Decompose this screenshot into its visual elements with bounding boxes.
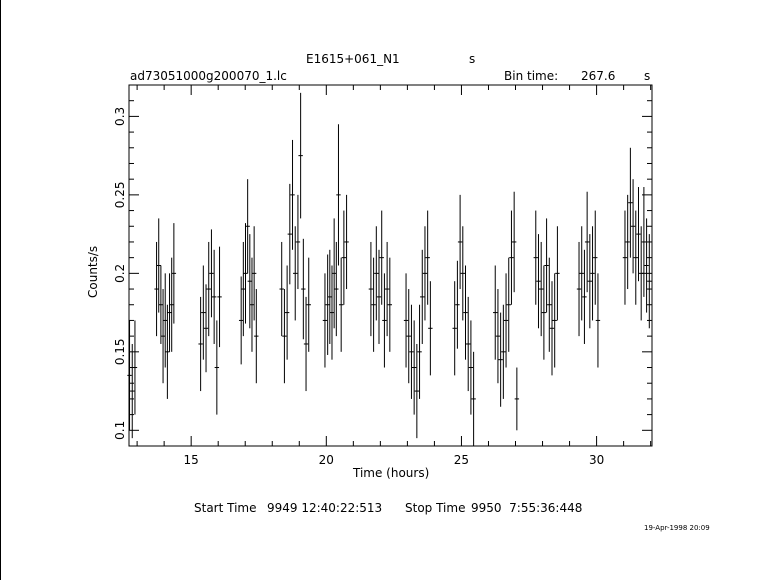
- data-points: [127, 92, 652, 446]
- x-axis-label: Time (hours): [353, 466, 430, 480]
- y-tick-label: 0.3: [113, 107, 127, 126]
- file-name: ad73051000g200070_1.lc: [130, 69, 287, 83]
- x-tick-label: 20: [319, 453, 334, 467]
- y-tick-label: 0.15: [113, 338, 127, 365]
- y-tick-label: 0.25: [113, 182, 127, 209]
- stop-time-value: 9950 7:55:36:448: [471, 501, 583, 515]
- bin-time-label: Bin time:: [504, 69, 559, 83]
- axis-ticks: 15 20 25 30 0.1 0.15 0.2 0.25 0.3: [113, 85, 652, 467]
- bin-time-unit: s: [644, 69, 651, 83]
- y-axis-label: Counts/s: [86, 245, 100, 298]
- stop-time-label: Stop Time: [405, 501, 466, 515]
- x-tick-label: 15: [184, 453, 199, 467]
- start-time-label: Start Time: [194, 501, 257, 515]
- object-title: E1615+061_N1: [306, 52, 400, 66]
- y-tick-label: 0.1: [113, 421, 127, 440]
- window-left-edge: [0, 0, 1, 580]
- object-title-unit: s: [469, 52, 476, 66]
- date-stamp: 19-Apr-1998 20:09: [644, 524, 710, 532]
- plot-frame: [128, 84, 653, 447]
- x-tick-label: 30: [589, 453, 604, 467]
- y-tick-label: 0.2: [113, 264, 127, 283]
- start-time-value: 9949 12:40:22:513: [267, 501, 383, 515]
- x-tick-label: 25: [454, 453, 469, 467]
- bin-time-value: 267.6: [581, 69, 616, 83]
